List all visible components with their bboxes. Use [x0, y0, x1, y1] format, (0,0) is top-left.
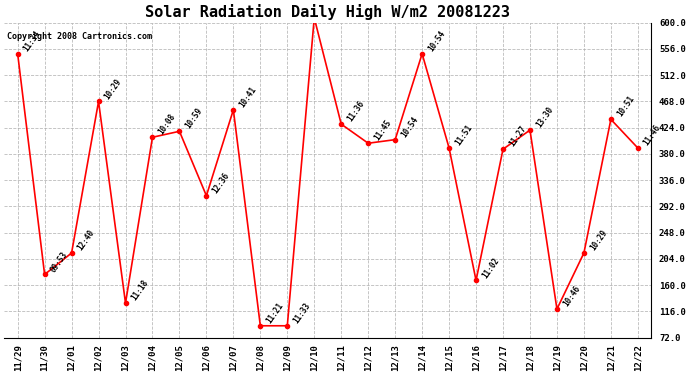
Text: 09:53: 09:53	[49, 250, 70, 274]
Text: 11:46: 11:46	[642, 123, 662, 147]
Text: 10:29: 10:29	[588, 228, 609, 252]
Text: 12:40: 12:40	[76, 228, 97, 252]
Text: 11:18: 11:18	[130, 278, 150, 302]
Text: 10:54: 10:54	[400, 115, 420, 139]
Text: 10:29: 10:29	[103, 76, 124, 101]
Text: 11:02: 11:02	[480, 255, 501, 280]
Text: 11:27: 11:27	[507, 124, 528, 148]
Text: 11:36: 11:36	[346, 99, 366, 123]
Text: 11:33: 11:33	[291, 301, 312, 325]
Text: 10:08: 10:08	[157, 112, 177, 136]
Text: 11:20: 11:20	[0, 374, 1, 375]
Text: 11:51: 11:51	[453, 123, 474, 147]
Text: 10:54: 10:54	[426, 29, 447, 53]
Text: 10:41: 10:41	[237, 85, 258, 109]
Text: 10:59: 10:59	[184, 106, 204, 130]
Text: 13:30: 13:30	[534, 105, 555, 129]
Text: 11:34: 11:34	[22, 29, 43, 53]
Text: Copyright 2008 Cartronics.com: Copyright 2008 Cartronics.com	[8, 32, 152, 41]
Text: 11:21: 11:21	[264, 301, 285, 325]
Text: 11:45: 11:45	[373, 118, 393, 142]
Title: Solar Radiation Daily High W/m2 20081223: Solar Radiation Daily High W/m2 20081223	[145, 4, 510, 20]
Text: 10:46: 10:46	[561, 284, 582, 308]
Text: 12:36: 12:36	[210, 171, 231, 195]
Text: 10:51: 10:51	[615, 94, 635, 118]
